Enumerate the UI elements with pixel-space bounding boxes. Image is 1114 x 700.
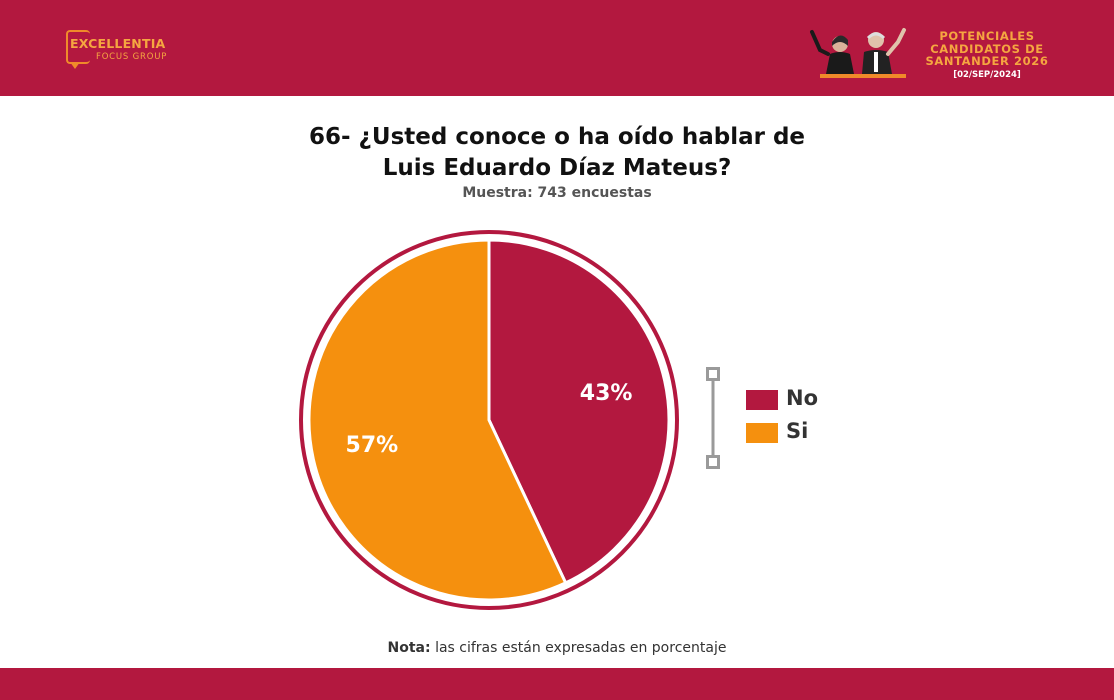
footnote-text: las cifras están expresadas en porcentaj… (435, 640, 727, 656)
header-title-line-1: POTENCIALES (939, 29, 1035, 43)
legend-bracket-icon (706, 367, 720, 469)
logo-main-text: EXCELLENTIA (70, 36, 166, 51)
legend-swatch-no (746, 390, 778, 410)
footnote-label: Nota: (387, 640, 431, 656)
header-campaign-title: POTENCIALES CANDIDATOS DE SANTANDER 2026 (912, 30, 1062, 68)
pie-slice-no (487, 238, 671, 585)
footnote: Nota: las cifras están expresadas en por… (257, 640, 857, 656)
header-title-line-3: SANTANDER 2026 (925, 54, 1049, 68)
chart-subtitle: Muestra: 743 encuestas (462, 185, 652, 201)
legend-label-si: Si (786, 419, 809, 443)
pie-slice-si (307, 238, 568, 602)
pie-chart: 43% 57% (299, 230, 679, 610)
chart-title-line-2: Luis Eduardo Díaz Mateus? (382, 155, 732, 181)
footer-bar (0, 668, 1114, 700)
legend-swatch-si (746, 423, 778, 443)
legend-label-no: No (786, 386, 819, 410)
pie-label-si: 57% (346, 433, 399, 458)
candidates-photo-icon (810, 28, 906, 78)
chart-title: 66- ¿Usted conoce o ha oído hablar de Lu… (257, 122, 857, 184)
header-bar (0, 0, 1114, 96)
header-title-line-2: CANDIDATOS DE (930, 41, 1044, 56)
pie-label-no: 43% (580, 381, 633, 406)
excellentia-logo: EXCELLENTIA FOCUS GROUP (66, 28, 166, 76)
header-date: [02/SEP/2024] (953, 70, 1021, 80)
logo-sub-text: FOCUS GROUP (96, 52, 168, 62)
chart-title-line-1: 66- ¿Usted conoce o ha oído hablar de (308, 124, 806, 150)
logo-bubble-tail-icon (70, 62, 80, 69)
